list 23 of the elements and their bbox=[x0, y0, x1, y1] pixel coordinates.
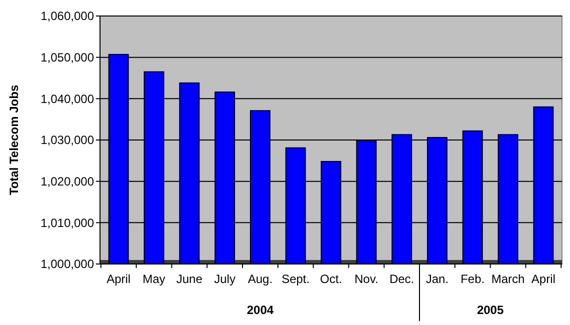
y-tick-label: 1,040,000 bbox=[40, 92, 94, 106]
y-tick-label: 1,000,000 bbox=[40, 257, 94, 272]
y-tick-label: 1,060,000 bbox=[40, 9, 94, 24]
text: 2005 bbox=[476, 303, 504, 317]
y-tick-label: 1,050,000 bbox=[40, 50, 94, 65]
x-tick-label: Feb. bbox=[460, 272, 485, 286]
text: 2004 bbox=[246, 303, 274, 317]
y-tick-label: 1,010,000 bbox=[40, 216, 94, 230]
y-axis-title: Total Telecom Jobs bbox=[7, 84, 21, 196]
x-tick-label: April bbox=[531, 272, 556, 286]
y-tick-label: 1,020,000 bbox=[40, 174, 94, 189]
x-tick-label: Jan. bbox=[426, 272, 449, 286]
x-tick-label: July bbox=[214, 272, 236, 286]
x-tick-label: Oct. bbox=[320, 272, 342, 286]
x-tick-label: April bbox=[106, 272, 131, 286]
x-tick-label: Aug. bbox=[248, 272, 273, 286]
x-tick-label: March bbox=[491, 272, 525, 286]
x-tick-label: Dec. bbox=[389, 272, 414, 286]
x-tick-label: May bbox=[142, 272, 166, 286]
x-tick-label: Nov. bbox=[354, 272, 378, 286]
y-tick-label: 1,030,000 bbox=[40, 133, 94, 148]
x-tick-label: June bbox=[176, 272, 203, 286]
x-tick-label: Sept. bbox=[282, 272, 310, 286]
